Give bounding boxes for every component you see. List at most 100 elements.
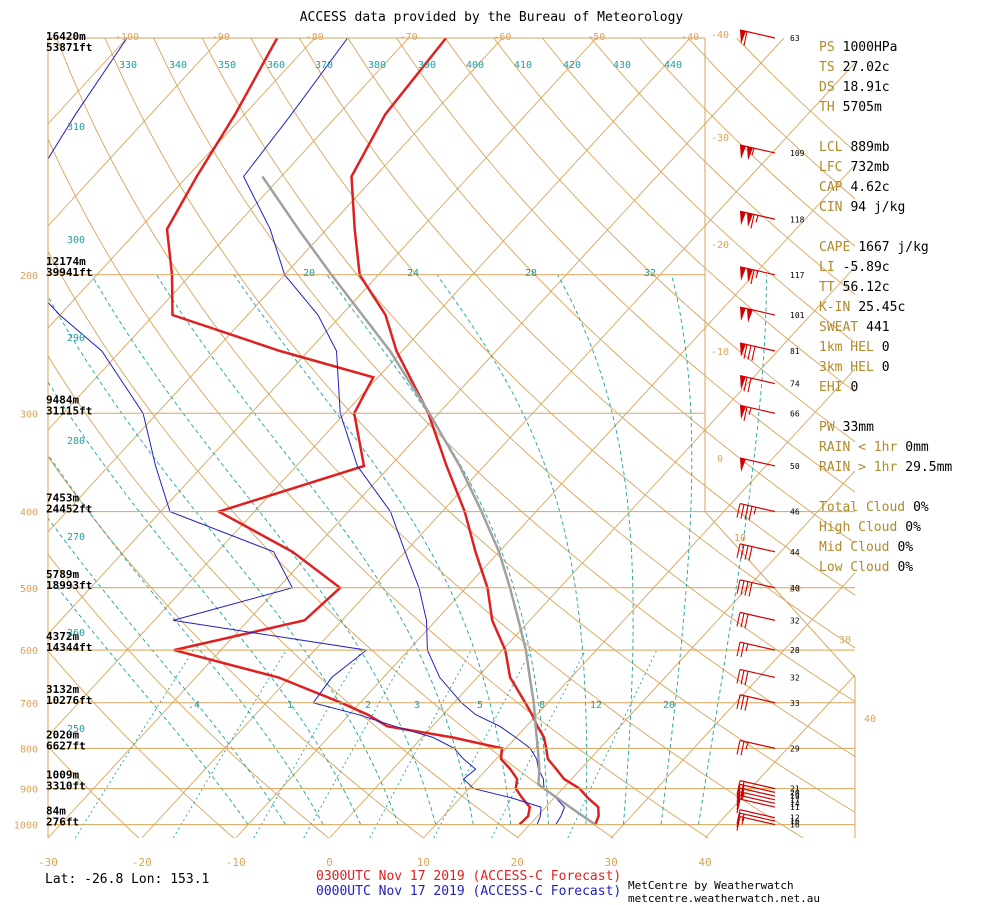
theta-label: 360	[267, 60, 285, 71]
skewed-temp-label: 40	[864, 714, 876, 725]
panel-gap	[819, 218, 979, 238]
index-value: 94 j/kg	[850, 200, 905, 215]
wind-speed-label: 81	[790, 347, 800, 356]
pressure-label: 300	[20, 409, 38, 420]
wind-barb-shaft	[740, 740, 775, 748]
mixing-ratio-line	[370, 650, 472, 838]
index-value: 1667 j/kg	[858, 240, 928, 255]
top-x-tick-label: -100	[115, 32, 139, 43]
wind-barb-flag	[745, 582, 748, 596]
moist-adiabat-line	[699, 275, 767, 825]
wind-barb-flag	[745, 614, 748, 628]
series-line-dewpoint-3	[22, 38, 541, 825]
moist-adiabat-line	[36, 275, 398, 825]
height-ft-label: 276ft	[46, 816, 79, 829]
wind-barb-shaft	[740, 817, 775, 825]
dry-adiabat-line	[0, 38, 234, 838]
theta-label: 390	[418, 60, 436, 71]
theta-label: 280	[67, 436, 85, 447]
index-value: 5705m	[843, 100, 882, 115]
mixing-ratio-label: 12	[590, 700, 602, 711]
index-value: 0	[850, 380, 858, 395]
height-ft-label: 6627ft	[46, 739, 86, 752]
wind-speed-label: 66	[790, 409, 800, 418]
theta-label: 400	[466, 60, 484, 71]
wind-speed-label: 63	[790, 34, 800, 43]
theta-e-label: 20	[303, 268, 315, 279]
wind-barb-shaft	[740, 642, 775, 650]
mixing-ratio-label: 20	[663, 700, 675, 711]
wind-barb-flag	[737, 669, 740, 683]
index-value: 0	[882, 360, 890, 375]
theta-label: 430	[613, 60, 631, 71]
x-tick-label: -20	[132, 856, 152, 869]
wind-barb-half	[756, 215, 758, 222]
index-value: 0%	[897, 540, 913, 555]
wind-speed-label: 118	[790, 215, 805, 224]
lat-lon-label: Lat: -26.8 Lon: 153.1	[45, 872, 209, 887]
wind-barb-flag	[745, 697, 748, 711]
top-x-tick-label: -40	[681, 32, 699, 43]
x-tick-label: 0	[326, 856, 333, 869]
index-row: 3km HEL 0	[819, 358, 979, 378]
wind-barb: 74	[740, 376, 800, 393]
index-key: LCL	[819, 138, 842, 158]
theta-label: 380	[368, 60, 386, 71]
mixing-ratio-label: 1	[287, 700, 293, 711]
panel-gap	[819, 478, 979, 498]
mixing-ratio-line	[568, 650, 657, 838]
wind-barb-pennant	[740, 211, 746, 225]
index-key: CAPE	[819, 238, 850, 258]
wind-barb-shaft	[740, 612, 775, 620]
mixing-ratio-line	[304, 650, 409, 838]
wind-barb-shaft	[740, 788, 775, 796]
index-key: TS	[819, 58, 835, 78]
wind-barb: 66	[740, 405, 800, 421]
index-key: CIN	[819, 198, 842, 218]
moist-adiabat-line	[327, 275, 548, 825]
skewed-temp-label: 10	[734, 533, 746, 544]
mixing-ratio-line	[254, 650, 362, 838]
theta-label: 300	[67, 235, 85, 246]
index-value: 27.02c	[843, 60, 890, 75]
wind-barb: 118	[740, 211, 805, 228]
wind-barb-shaft	[740, 799, 775, 807]
wind-speed-label: 33	[790, 699, 800, 708]
pressure-label: 400	[20, 508, 38, 519]
wind-speed-label: 29	[790, 744, 800, 753]
index-key: K-IN	[819, 298, 850, 318]
pressure-label: 1000	[14, 821, 38, 832]
x-tick-label: 40	[698, 856, 711, 869]
index-key: LI	[819, 258, 835, 278]
height-ft-label: 14344ft	[46, 641, 92, 654]
height-ft-label: 18993ft	[46, 579, 92, 592]
index-key: 1km HEL	[819, 338, 874, 358]
index-value: 33mm	[843, 420, 874, 435]
x-tick-label: 10	[417, 856, 430, 869]
theta-label: 420	[563, 60, 581, 71]
index-value: 732mb	[850, 160, 889, 175]
index-row: CIN 94 j/kg	[819, 198, 979, 218]
wind-speed-label: 40	[790, 584, 800, 593]
wind-speed-label: 44	[790, 548, 800, 557]
index-key: PW	[819, 418, 835, 438]
skewed-temp-label: -20	[711, 240, 729, 251]
pressure-label: 600	[20, 646, 38, 657]
wind-barb-flag	[749, 506, 752, 520]
index-key: PS	[819, 38, 835, 58]
index-key: 3km HEL	[819, 358, 874, 378]
top-x-tick-label: -60	[493, 32, 511, 43]
pressure-label: 800	[20, 744, 38, 755]
wind-barb: 32	[737, 669, 800, 685]
skewed-temp-label: -30	[711, 133, 729, 144]
